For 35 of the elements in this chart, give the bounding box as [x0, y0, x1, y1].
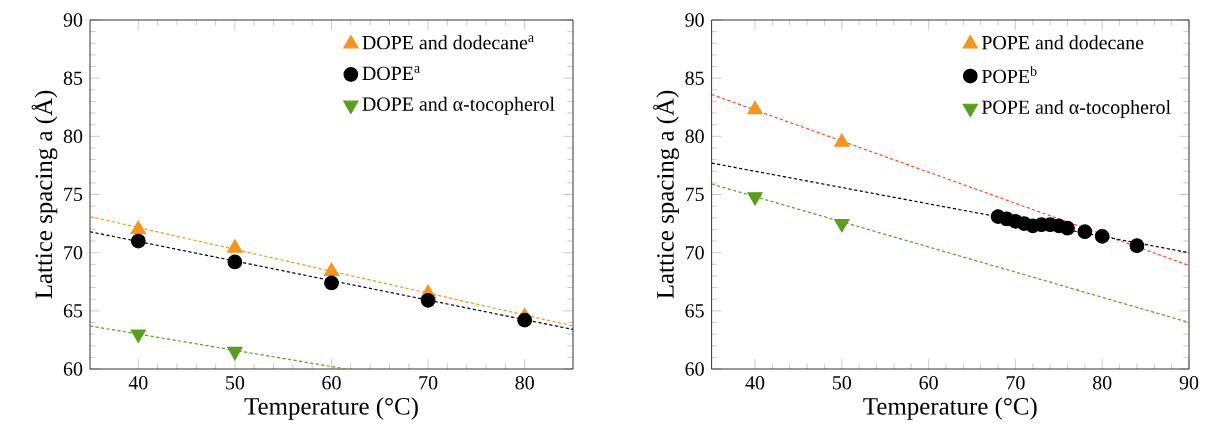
y-tick-label: 60 — [63, 362, 83, 376]
x-tick-label: 70 — [419, 376, 438, 390]
y-tick-label: 80 — [63, 129, 83, 144]
x-tick-label: 70 — [1006, 376, 1025, 390]
y-tick-label: 85 — [63, 71, 83, 85]
y-tick-label: 75 — [685, 187, 704, 202]
y-tick-label: 70 — [64, 245, 83, 260]
y-tick-label: 75 — [64, 187, 83, 202]
x-tick-label: 40 — [745, 376, 765, 390]
x-axis-title: Temperature (°C) — [863, 397, 1037, 420]
y-tick-label: 80 — [685, 129, 704, 144]
x-tick-label: 80 — [515, 376, 534, 390]
legend-label: DOPE$^{a}$ — [362, 66, 420, 81]
legend-label: POPE and dodecane — [981, 35, 1144, 50]
y-tick-label: 90 — [685, 13, 704, 27]
x-tick-label: 60 — [322, 376, 341, 390]
y-axis-title: Lattice spacing a (Å) — [31, 90, 58, 299]
x-axis-title: Temperature (°C) — [244, 397, 418, 420]
y-axis-title: Lattice spacing a (Å) — [653, 90, 679, 299]
legend-label: DOPE and dodecane$^{a}$ — [362, 35, 534, 50]
y-tick-label: 60 — [685, 362, 704, 376]
y-tick-label: 85 — [685, 71, 704, 85]
x-tick-label: 60 — [919, 376, 938, 390]
x-tick-label: 80 — [1093, 376, 1112, 390]
y-tick-label: 65 — [63, 304, 83, 318]
x-tick-label: 50 — [226, 376, 245, 390]
y-tick-label: 70 — [685, 245, 704, 260]
x-tick-label: 50 — [833, 376, 852, 390]
y-tick-label: 90 — [63, 13, 83, 27]
x-tick-label: 90 — [1179, 376, 1199, 390]
legend-label: POPE$^{b}$ — [981, 66, 1037, 84]
y-tick-label: 65 — [685, 304, 704, 318]
legend-label: POPE and α-tocopherol — [981, 99, 1171, 119]
x-tick-label: 40 — [128, 376, 148, 390]
legend-label: DOPE and α-tocopherol — [362, 96, 555, 115]
